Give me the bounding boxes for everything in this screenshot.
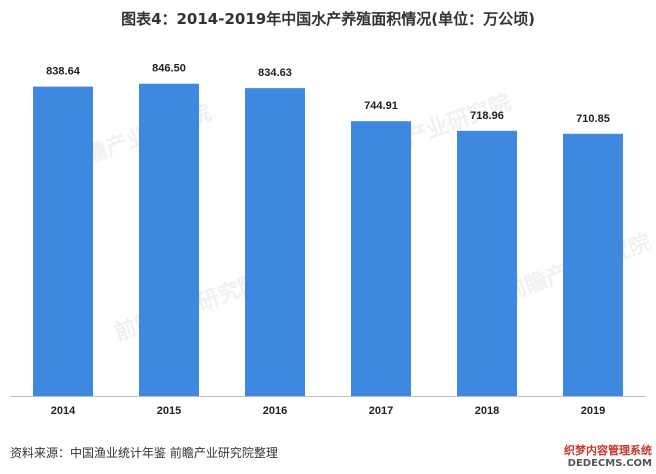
x-tick-label-2018: 2018	[475, 405, 499, 417]
x-tick-label-2014: 2014	[51, 405, 76, 417]
bar-2019	[563, 133, 623, 397]
bar-2017	[351, 121, 411, 396]
data-label-2015: 846.50	[152, 63, 186, 75]
bar-2014	[33, 86, 93, 396]
bar-2015	[139, 83, 199, 396]
x-tick-label-2015: 2015	[157, 405, 181, 417]
bar-2018	[457, 130, 517, 397]
x-tick-label-2019: 2019	[581, 405, 605, 417]
data-label-2017: 744.91	[364, 100, 398, 112]
chart-title: 图表4：2014-2019年中国水产养殖面积情况(单位：万公顷)	[121, 10, 535, 28]
data-label-2016: 834.63	[258, 67, 292, 79]
x-tick-label-2017: 2017	[369, 405, 393, 417]
watermark-line1: 织梦内容管理系统	[564, 444, 652, 457]
data-label-2018: 718.96	[470, 110, 504, 122]
source-note: 资料来源：中国渔业统计年鉴 前瞻产业研究院整理	[10, 446, 278, 460]
bar-2016	[245, 88, 305, 396]
x-tick-label-2016: 2016	[263, 405, 287, 417]
watermark-line2: DEDECMS.COM	[567, 458, 652, 469]
data-label-2019: 710.85	[576, 113, 610, 125]
watermark: 织梦内容管理系统 DEDECMS.COM	[564, 444, 652, 470]
data-label-2014: 838.64	[46, 66, 81, 78]
